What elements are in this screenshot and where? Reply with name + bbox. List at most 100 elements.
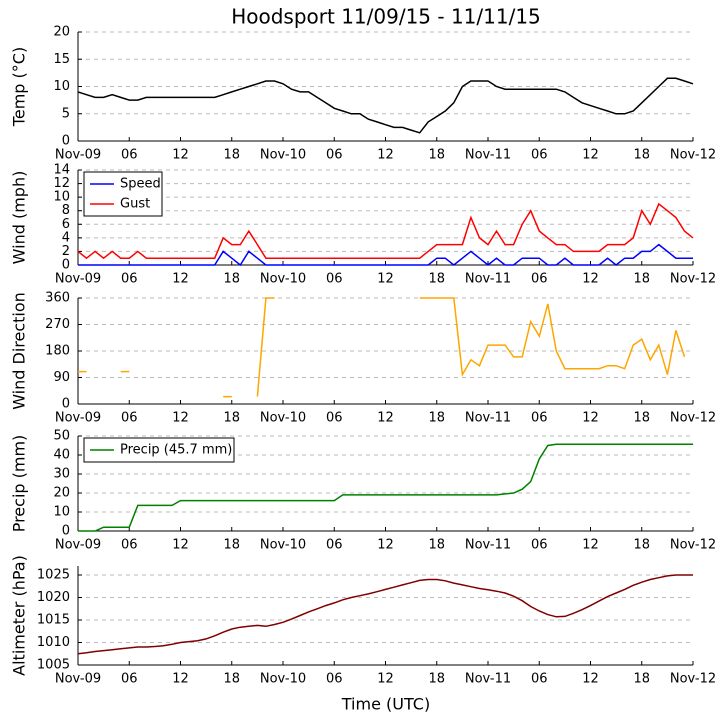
y-axis-label: Altimeter (hPa) — [10, 555, 29, 676]
x-tick-label: 12 — [582, 672, 599, 687]
x-tick-label: Nov-09 — [55, 272, 101, 287]
x-tick-label: 06 — [326, 672, 343, 687]
y-axis-label: Wind (mph) — [10, 171, 29, 265]
y-tick-label: 180 — [45, 344, 70, 359]
x-tick-label: 18 — [633, 538, 650, 553]
y-tick-label: 20 — [53, 25, 70, 40]
y-tick-label: 0 — [62, 524, 70, 539]
x-tick-label: Nov-12 — [670, 672, 716, 687]
y-tick-label: 0 — [62, 134, 70, 149]
x-tick-label: 18 — [223, 411, 240, 426]
series-line — [78, 243, 693, 267]
x-tick-label: Nov-10 — [260, 148, 306, 163]
x-tick-label: 06 — [531, 538, 548, 553]
x-tick-label: 18 — [633, 272, 650, 287]
y-tick-label: 1020 — [37, 590, 70, 605]
y-tick-label: 5 — [62, 106, 70, 121]
series-line — [77, 202, 694, 260]
x-tick-label: 12 — [582, 148, 599, 163]
legend-box — [83, 171, 163, 217]
y-tick-label: 4 — [62, 230, 70, 245]
x-tick-label: 18 — [223, 672, 240, 687]
x-tick-label: Nov-12 — [670, 538, 716, 553]
x-tick-label: 18 — [428, 148, 445, 163]
x-tick-label: 18 — [428, 272, 445, 287]
x-tick-label: 06 — [121, 672, 138, 687]
x-tick-label: Nov-12 — [670, 148, 716, 163]
x-tick-label: Nov-09 — [55, 538, 101, 553]
x-tick-label: 06 — [531, 411, 548, 426]
x-tick-label: 18 — [428, 411, 445, 426]
x-tick-label: 06 — [121, 411, 138, 426]
y-tick-label: 1015 — [37, 613, 70, 628]
legend-label: Speed — [120, 177, 161, 192]
y-tick-label: 40 — [53, 448, 70, 463]
x-tick-label: Nov-10 — [260, 672, 306, 687]
y-tick-label: 20 — [53, 486, 70, 501]
x-tick-label: 18 — [633, 411, 650, 426]
x-tick-label: Nov-09 — [55, 148, 101, 163]
series-line — [77, 77, 694, 134]
x-tick-label: 06 — [121, 272, 138, 287]
y-tick-label: 2 — [62, 244, 70, 259]
y-tick-label: 8 — [62, 203, 70, 218]
x-tick-label: 18 — [428, 672, 445, 687]
y-tick-label: 12 — [53, 176, 70, 191]
x-tick-label: Nov-10 — [260, 411, 306, 426]
x-axis-label: Time (UTC) — [341, 695, 430, 714]
x-tick-label: Nov-10 — [260, 538, 306, 553]
y-tick-label: 50 — [53, 429, 70, 444]
x-tick-label: 06 — [121, 538, 138, 553]
y-tick-label: 270 — [45, 317, 70, 332]
y-tick-label: 1010 — [37, 635, 70, 650]
x-tick-label: 12 — [582, 411, 599, 426]
x-tick-label: Nov-11 — [465, 272, 511, 287]
x-tick-label: 12 — [172, 272, 189, 287]
series-line — [77, 574, 693, 655]
x-tick-label: 12 — [172, 538, 189, 553]
x-tick-label: Nov-10 — [260, 272, 306, 287]
x-tick-label: 06 — [531, 672, 548, 687]
y-tick-label: 10 — [53, 505, 70, 520]
x-tick-label: 12 — [172, 672, 189, 687]
series-line — [78, 443, 693, 532]
y-axis-label: Precip (mm) — [10, 435, 29, 533]
y-tick-label: 10 — [53, 190, 70, 205]
y-tick-label: 1025 — [37, 568, 70, 583]
x-tick-label: 12 — [582, 272, 599, 287]
y-tick-label: 14 — [53, 163, 70, 178]
x-tick-label: 06 — [531, 272, 548, 287]
y-tick-label: 30 — [53, 467, 70, 482]
x-tick-label: 12 — [582, 538, 599, 553]
x-tick-label: 12 — [172, 148, 189, 163]
x-tick-label: 12 — [377, 411, 394, 426]
x-tick-label: 12 — [377, 672, 394, 687]
y-tick-label: 10 — [53, 79, 70, 94]
x-tick-label: 18 — [633, 148, 650, 163]
series-line — [78, 297, 686, 398]
x-tick-label: 06 — [326, 411, 343, 426]
x-tick-label: 06 — [531, 148, 548, 163]
y-tick-label: 6 — [62, 217, 70, 232]
x-tick-label: Nov-09 — [55, 411, 101, 426]
x-tick-label: 06 — [326, 538, 343, 553]
x-tick-label: 12 — [377, 538, 394, 553]
x-tick-label: Nov-12 — [670, 411, 716, 426]
x-tick-label: Nov-11 — [465, 538, 511, 553]
legend-label: Gust — [120, 197, 150, 212]
x-tick-label: Nov-12 — [670, 272, 716, 287]
chart-title: Hoodsport 11/09/15 - 11/11/15 — [231, 5, 541, 29]
x-tick-label: Nov-11 — [465, 672, 511, 687]
x-tick-label: 06 — [326, 148, 343, 163]
x-tick-label: 06 — [121, 148, 138, 163]
y-tick-label: 0 — [62, 258, 70, 273]
x-tick-label: 18 — [633, 672, 650, 687]
x-tick-label: 18 — [223, 272, 240, 287]
x-tick-label: 12 — [377, 272, 394, 287]
y-tick-label: 90 — [53, 370, 70, 385]
x-tick-label: 06 — [326, 272, 343, 287]
y-axis-label: Temp (°C) — [10, 47, 29, 127]
y-axis-label: Wind Direction — [10, 292, 29, 410]
